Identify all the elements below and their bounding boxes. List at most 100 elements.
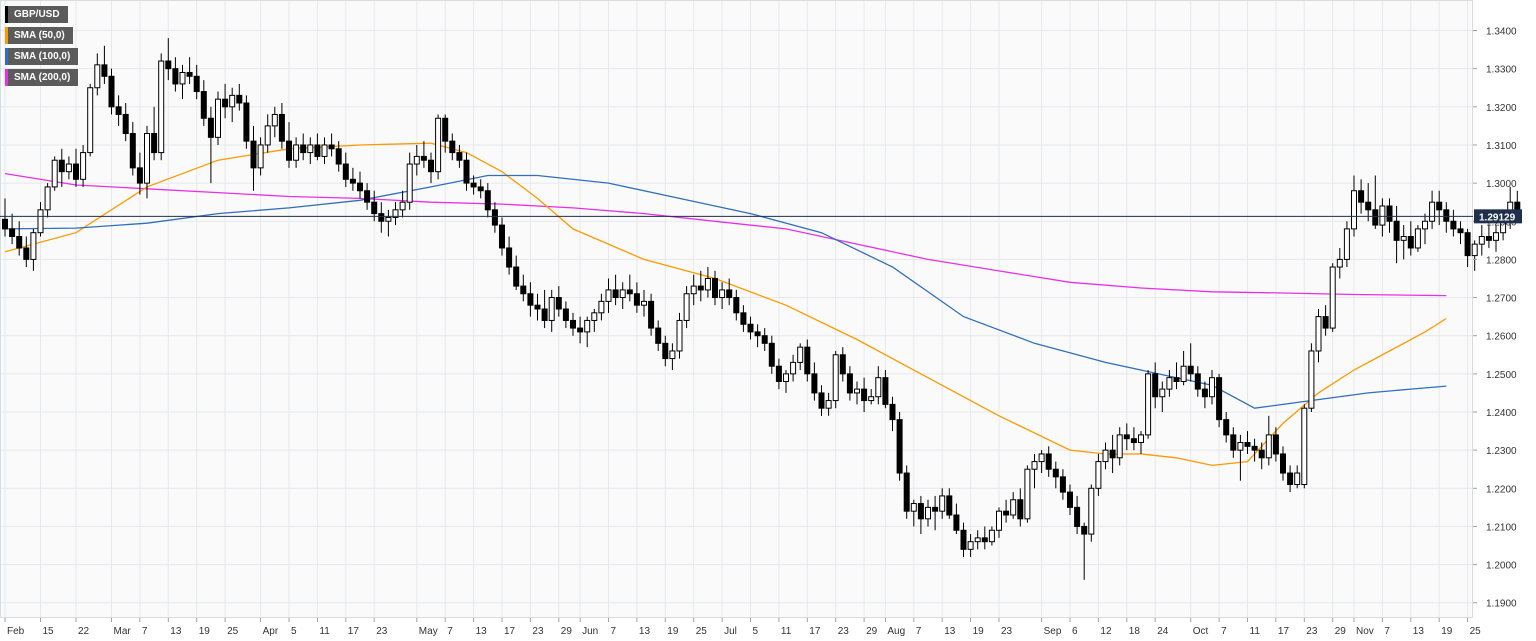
candle	[513, 255, 520, 290]
candle-body-up	[413, 155, 420, 165]
candle	[854, 381, 860, 405]
candle	[243, 95, 250, 149]
candle	[846, 366, 853, 401]
candle-body-up	[719, 289, 726, 299]
candle-body-down	[1074, 506, 1081, 527]
x-tick-label: 17	[348, 626, 360, 637]
candle	[87, 83, 94, 157]
candle-body-down	[456, 152, 463, 161]
sma-200-series	[4, 172, 1447, 297]
candle-body-down	[896, 419, 903, 474]
candle-body-down	[186, 71, 193, 77]
candle	[903, 465, 910, 519]
candle-body-up	[591, 312, 598, 321]
candle-body-up	[676, 319, 683, 352]
candle	[328, 133, 335, 157]
candle-body-down	[1017, 499, 1024, 520]
candle-body-down	[1067, 491, 1073, 508]
y-tick-label: 1.2000	[1486, 561, 1517, 572]
candle-body-up	[158, 60, 165, 154]
candle-body-up	[179, 71, 186, 85]
legend-label-sma100: SMA (100,0)	[8, 48, 79, 65]
candle	[939, 488, 946, 519]
candle	[1336, 247, 1343, 279]
candle-body-down	[1045, 453, 1052, 470]
legend-swatch-sma100	[5, 48, 8, 65]
candle	[37, 202, 44, 237]
candle	[2, 198, 8, 237]
candle-body-down	[754, 331, 761, 337]
candle	[136, 152, 143, 195]
candle	[981, 526, 988, 550]
candle-body-down	[129, 133, 136, 169]
x-tick-label: 23	[532, 626, 544, 637]
candle-body-down	[768, 342, 775, 367]
candle-body-down	[1123, 434, 1130, 440]
candle-body-up	[854, 388, 860, 394]
candle	[783, 370, 789, 393]
candle-body-up	[1024, 468, 1031, 520]
candle-body-down	[1485, 236, 1492, 241]
legend-label-sma200: SMA (200,0)	[8, 69, 79, 86]
candle	[278, 103, 285, 149]
candle-body-down	[1443, 209, 1450, 222]
y-tick-label: 1.2700	[1486, 294, 1517, 305]
x-tick-label: Aug	[887, 626, 905, 637]
candle-body-up	[1095, 461, 1102, 489]
x-tick-label: Jun	[582, 626, 598, 637]
candle-body-down	[335, 148, 342, 165]
candle-body-down	[193, 75, 200, 93]
candle	[584, 316, 591, 348]
candle-body-down	[172, 68, 179, 85]
candle	[520, 274, 527, 302]
candle	[1074, 495, 1081, 535]
candle	[1102, 442, 1109, 470]
candle-body-up	[229, 94, 236, 108]
candle	[1031, 453, 1038, 489]
candle	[1393, 206, 1400, 264]
candle-body-down	[1109, 449, 1116, 459]
candle-body-down	[733, 297, 740, 314]
x-tick-label: May	[419, 626, 438, 637]
candle	[1045, 446, 1052, 477]
candle	[797, 343, 804, 371]
candle-body-down	[648, 300, 655, 329]
candle	[257, 137, 264, 176]
candle	[1244, 431, 1251, 454]
candle-body-down	[300, 144, 307, 154]
x-tick-label: Nov	[1356, 626, 1374, 637]
y-tick-label: 1.3400	[1486, 27, 1517, 38]
candle	[861, 377, 868, 412]
candle	[470, 175, 477, 195]
legend-swatch-gbpusd	[5, 6, 8, 23]
candle-body-down	[917, 503, 924, 520]
candle-body-up	[797, 346, 804, 363]
candle	[1067, 484, 1073, 515]
candle	[818, 385, 825, 416]
candle	[1130, 427, 1137, 451]
candle	[428, 152, 434, 184]
candle-body-down	[484, 190, 491, 211]
candle-body-up	[641, 300, 647, 306]
candle-body-up	[832, 354, 839, 402]
candle-body-down	[839, 354, 846, 375]
candle-body-up	[1138, 434, 1144, 444]
candle-body-down	[364, 190, 371, 203]
candle	[619, 282, 626, 309]
x-tick-label: 15	[43, 626, 55, 637]
candle	[1265, 415, 1272, 466]
candle	[264, 114, 271, 153]
candle-body-up	[605, 289, 612, 302]
candle	[1329, 263, 1336, 332]
y-tick-label: 1.2400	[1486, 408, 1517, 419]
candle	[1166, 370, 1173, 397]
candle	[655, 320, 662, 351]
candle-body-up	[1159, 388, 1166, 398]
candle-body-up	[1478, 236, 1485, 245]
candle-body-down	[562, 308, 569, 321]
candle-body-up	[1237, 442, 1244, 451]
candle-body-down	[775, 365, 782, 382]
x-tick-label: 25	[227, 626, 239, 637]
candle	[917, 495, 924, 535]
